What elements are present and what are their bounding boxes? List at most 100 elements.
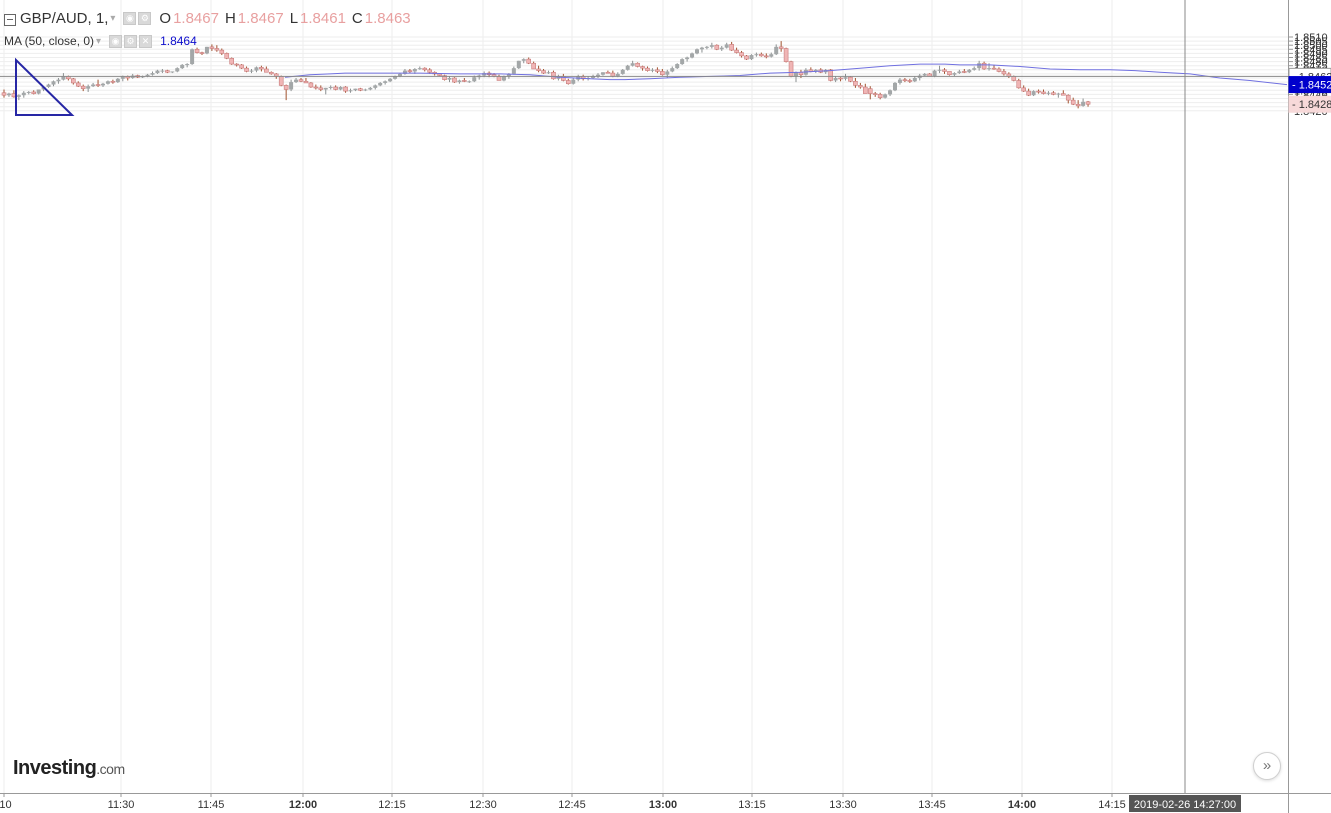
- gear-icon[interactable]: ⚙: [124, 34, 138, 48]
- chevron-down-icon[interactable]: ▾: [96, 35, 102, 47]
- candle-body: [635, 62, 640, 67]
- scroll-to-realtime-button[interactable]: »: [1253, 752, 1281, 780]
- candle: [858, 82, 863, 89]
- candle-body: [769, 54, 774, 57]
- candle-body: [46, 84, 51, 88]
- candle-body: [754, 54, 759, 56]
- chevron-down-icon[interactable]: ▾: [110, 13, 116, 24]
- eye-icon[interactable]: ◉: [109, 34, 123, 48]
- candle: [709, 42, 714, 49]
- candle-body: [110, 80, 116, 83]
- triangle-drawing[interactable]: [15, 57, 75, 116]
- candle-body: [625, 65, 630, 70]
- candle: [981, 61, 987, 70]
- candle-body: [318, 87, 324, 90]
- candle-body: [862, 86, 868, 94]
- candle-body: [249, 70, 254, 72]
- ma-label: MA (50, close, 0): [4, 34, 95, 48]
- candle-body: [709, 45, 714, 47]
- close-icon[interactable]: ✕: [139, 34, 153, 48]
- candle: [1041, 89, 1046, 95]
- candle-body: [536, 68, 541, 71]
- candle-body: [645, 67, 650, 71]
- y-tick-label: 1.8495: [1294, 44, 1328, 56]
- candle-body: [952, 73, 957, 75]
- candle: [1065, 94, 1071, 104]
- candle: [447, 76, 452, 83]
- candle-body: [640, 66, 645, 69]
- candle: [605, 70, 611, 74]
- candle: [972, 66, 977, 71]
- candle-body: [21, 92, 26, 96]
- candle: [620, 68, 625, 75]
- candle-body: [412, 68, 417, 72]
- close-value: 1.8463: [364, 10, 411, 27]
- candle-body: [749, 55, 754, 60]
- candle: [1016, 78, 1022, 89]
- candle: [338, 86, 343, 91]
- candle: [754, 52, 759, 57]
- gear-icon[interactable]: ⚙: [138, 12, 152, 25]
- candle: [1031, 90, 1036, 97]
- candle-body: [289, 82, 294, 90]
- candle-body: [105, 81, 110, 84]
- candle: [893, 82, 897, 92]
- candle-body: [521, 59, 526, 61]
- candle: [996, 67, 1002, 73]
- time-axis[interactable]: :10 11:30 11:45 12:00 12:15 12:30 12:45 13:00 13…: [0, 793, 1331, 811]
- candle-body: [75, 82, 81, 87]
- candle: [897, 78, 902, 85]
- x-tick-label: 14:15: [1098, 799, 1126, 811]
- candle-body: [912, 78, 917, 82]
- candle: [180, 64, 185, 69]
- candle-body: [160, 70, 165, 72]
- candle-body: [957, 71, 962, 74]
- candle-body: [1081, 101, 1086, 106]
- candle: [670, 66, 675, 73]
- crosshair-time-box: [1129, 795, 1241, 812]
- candle-body: [180, 64, 185, 69]
- candle-body: [902, 79, 908, 81]
- candle-body: [36, 89, 41, 94]
- candle: [685, 56, 690, 62]
- candle-body: [981, 62, 987, 70]
- candle: [170, 71, 175, 74]
- x-tick-label: 14:00: [1008, 799, 1036, 811]
- candle-body: [31, 91, 37, 94]
- candle: [234, 63, 239, 67]
- candle: [442, 74, 447, 81]
- candle: [1026, 88, 1031, 97]
- candle-body: [1070, 99, 1076, 105]
- last-price-marker: - 1.8428: [1288, 95, 1331, 113]
- candle-body: [1021, 87, 1027, 92]
- candle: [417, 66, 422, 70]
- candle-body: [95, 84, 101, 86]
- open-value: 1.8467: [173, 10, 219, 27]
- candle: [1046, 91, 1051, 96]
- candle-body: [556, 76, 561, 79]
- candle: [907, 78, 913, 83]
- candle-body: [516, 60, 521, 69]
- candle: [749, 54, 754, 60]
- candle-body: [858, 85, 863, 88]
- candle: [833, 76, 838, 83]
- candle: [283, 84, 289, 101]
- candle: [734, 47, 739, 54]
- candle-body: [991, 67, 997, 70]
- candle-body: [234, 63, 239, 66]
- candle: [80, 84, 86, 92]
- candle-body: [259, 67, 264, 70]
- logo-brand: Investing: [13, 757, 97, 779]
- candle-body: [942, 69, 947, 72]
- eye-icon[interactable]: ◉: [123, 12, 137, 25]
- candle-body: [526, 58, 532, 64]
- x-tick-label: 12:15: [378, 799, 406, 811]
- collapse-icon[interactable]: [4, 13, 16, 26]
- candle-body: [1051, 92, 1056, 95]
- y-tick-label: 1.8485: [1294, 53, 1328, 65]
- symbol-label: GBP/AUD, 1,: [20, 10, 109, 27]
- candle: [977, 60, 982, 71]
- candle: [224, 52, 230, 60]
- candle-body: [388, 78, 393, 82]
